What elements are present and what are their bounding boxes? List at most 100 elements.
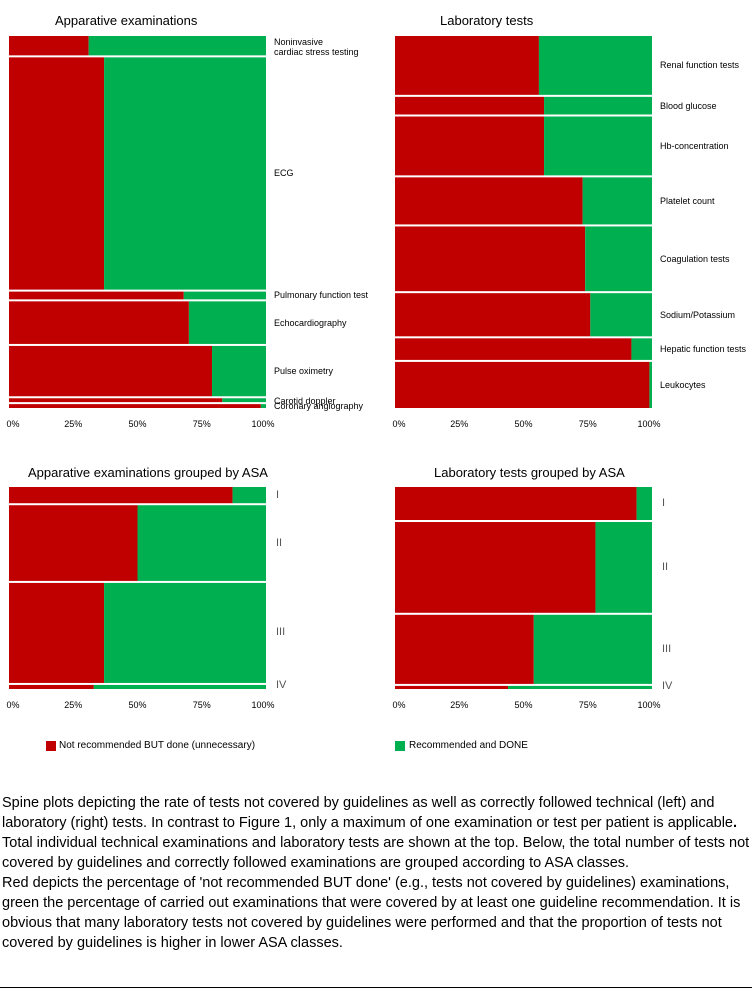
asa-class-label: IV xyxy=(276,679,286,691)
bar-not-recommended xyxy=(9,36,89,56)
caption-paragraph-1: Spine plots depicting the rate of tests … xyxy=(2,795,750,871)
asa-class-label: III xyxy=(662,643,671,655)
bar-recommended xyxy=(137,505,266,581)
category-label-line: cardiac stress testing xyxy=(274,47,359,57)
bar-not-recommended xyxy=(395,36,539,95)
bar-not-recommended xyxy=(9,505,138,581)
asa-class-label: II xyxy=(276,537,282,549)
bar-not-recommended xyxy=(9,301,189,344)
legend-swatch-recommended xyxy=(395,741,405,751)
x-tick-label: 25% xyxy=(64,700,83,710)
category-label-line: Renal function tests xyxy=(660,60,740,71)
bar-not-recommended xyxy=(395,487,637,521)
bar-recommended xyxy=(649,361,652,408)
x-tick-label: 0% xyxy=(392,700,406,710)
bar-recommended xyxy=(533,614,652,684)
bar-recommended xyxy=(544,96,652,115)
bar-not-recommended xyxy=(395,293,591,337)
category-label-line: IV xyxy=(276,678,287,691)
category-label-line: II xyxy=(662,560,669,573)
panel-title-laboratory-asa: Laboratory tests grouped by ASA xyxy=(434,465,625,480)
bar-recommended xyxy=(590,293,652,337)
bar-recommended xyxy=(104,57,266,290)
x-tick-label: 100% xyxy=(251,700,275,710)
panel-title-apparative: Apparative examinations xyxy=(55,13,198,28)
bar-not-recommended xyxy=(9,684,94,689)
category-label-line: Hb-concentration xyxy=(660,140,729,151)
bottom-rule xyxy=(0,987,752,988)
category-label: Carotid doppler xyxy=(274,396,336,406)
bar-recommended xyxy=(636,487,652,521)
bar-not-recommended xyxy=(395,116,545,176)
category-label-line: Echocardiography xyxy=(274,317,347,328)
x-tick-label: 0% xyxy=(6,419,20,429)
bar-not-recommended xyxy=(9,291,184,300)
category-label: Coronary angiography xyxy=(274,401,363,411)
legend-label-not-recommended: Not recommended BUT done (unnecessary) xyxy=(59,740,256,751)
category-label: Echocardiography xyxy=(274,318,347,328)
bar-recommended xyxy=(582,177,652,225)
bar-recommended xyxy=(104,582,266,683)
bar-recommended xyxy=(88,36,266,56)
bar-not-recommended xyxy=(395,522,596,613)
x-tick-label: 100% xyxy=(251,419,275,429)
bar-not-recommended xyxy=(9,398,223,403)
bar-not-recommended xyxy=(395,177,583,225)
category-label-line: Platelet count xyxy=(660,195,715,206)
x-tick-label: 25% xyxy=(450,419,469,429)
x-tick-label: 0% xyxy=(6,700,20,710)
asa-class-label: I xyxy=(276,489,279,501)
category-label: Hb-concentration xyxy=(660,141,729,151)
bar-recommended xyxy=(631,338,652,360)
bar-recommended xyxy=(508,685,652,689)
category-label: Pulmonary function test xyxy=(274,290,368,300)
x-tick-label: 100% xyxy=(637,700,661,710)
category-label-line: I xyxy=(662,497,666,509)
bar-not-recommended xyxy=(395,96,545,115)
category-label: Noninvasive cardiac stress testing xyxy=(274,37,359,57)
x-tick-label: 75% xyxy=(578,419,597,429)
category-label-line: IV xyxy=(662,679,673,692)
bar-recommended xyxy=(544,116,652,176)
x-tick-label: 75% xyxy=(192,700,211,710)
category-label: Hepatic function tests xyxy=(660,344,746,354)
bar-not-recommended xyxy=(9,57,105,290)
bar-recommended xyxy=(183,291,266,300)
legend-swatch-not-recommended xyxy=(46,741,56,751)
x-tick-label: 100% xyxy=(637,419,661,429)
bar-recommended xyxy=(212,345,266,397)
category-label-line: Sodium/Potassium xyxy=(660,309,736,320)
bar-recommended xyxy=(595,522,652,613)
bar-recommended xyxy=(260,404,266,408)
category-label: Coagulation tests xyxy=(660,254,730,264)
panel-title-apparative-asa: Apparative examinations grouped by ASA xyxy=(28,465,268,480)
bar-recommended xyxy=(585,226,652,292)
bar-not-recommended xyxy=(9,345,213,397)
category-label-line: ECG xyxy=(274,168,294,179)
category-label-line: III xyxy=(276,626,286,639)
category-label-line: II xyxy=(276,536,283,549)
bar-not-recommended xyxy=(395,614,534,684)
x-tick-label: 75% xyxy=(578,700,597,710)
bar-not-recommended xyxy=(395,685,509,689)
category-label-line: I xyxy=(276,488,280,501)
bar-recommended xyxy=(222,398,266,403)
figure-caption: Spine plots depicting the rate of tests … xyxy=(2,793,750,953)
category-label-line: Pulse oximetry xyxy=(274,366,334,377)
category-label: Sodium/Potassium xyxy=(660,310,735,320)
asa-class-label: III xyxy=(276,626,285,638)
x-tick-label: 25% xyxy=(450,700,469,710)
x-tick-label: 50% xyxy=(128,419,147,429)
category-label-line: Coagulation tests xyxy=(660,253,730,264)
x-tick-label: 50% xyxy=(514,419,533,429)
caption-paragraph-2: Red depicts the percentage of 'not recom… xyxy=(2,875,741,951)
category-label-line: Blood glucose xyxy=(660,100,717,111)
category-label-line: Leukocytes xyxy=(660,379,706,390)
category-label-line: III xyxy=(662,642,672,655)
bar-not-recommended xyxy=(9,487,233,504)
x-tick-label: 25% xyxy=(64,419,83,429)
